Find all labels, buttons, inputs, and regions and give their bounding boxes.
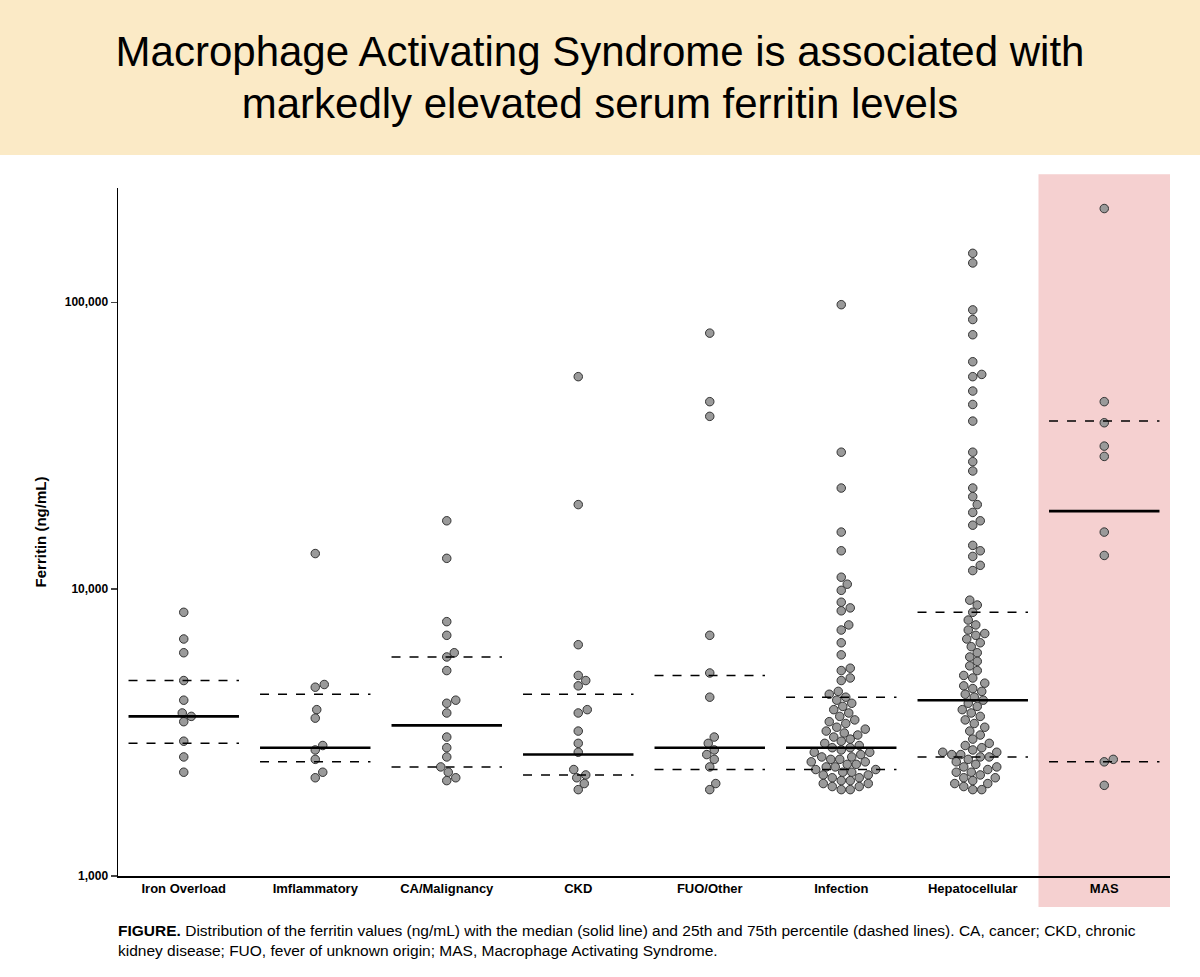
svg-text:Hepatocellular: Hepatocellular <box>928 881 1018 896</box>
html-text:FIGURE. Distribution of the fe: FIGURE. Distribution of the ferritin val… <box>118 922 1136 959</box>
svg-text:100,000: 100,000 <box>65 295 109 309</box>
svg-text:Infection: Infection <box>814 881 868 896</box>
html-text:Macrophage Activating Syndrome: Macrophage Activating Syndrome is associ… <box>115 27 1085 127</box>
svg-text:Ferritin (ng/mL): Ferritin (ng/mL) <box>32 477 49 588</box>
svg-text:FUO/Other: FUO/Other <box>677 881 743 896</box>
svg-text:CKD: CKD <box>564 881 592 896</box>
svg-text:10,000: 10,000 <box>71 582 108 596</box>
svg-text:1,000: 1,000 <box>78 869 108 883</box>
svg-text:CA/Malignancy: CA/Malignancy <box>400 881 494 896</box>
svg-text:Iron Overload: Iron Overload <box>141 881 226 896</box>
svg-text:Imflammatory: Imflammatory <box>273 881 359 896</box>
svg-text:MAS: MAS <box>1090 881 1119 896</box>
